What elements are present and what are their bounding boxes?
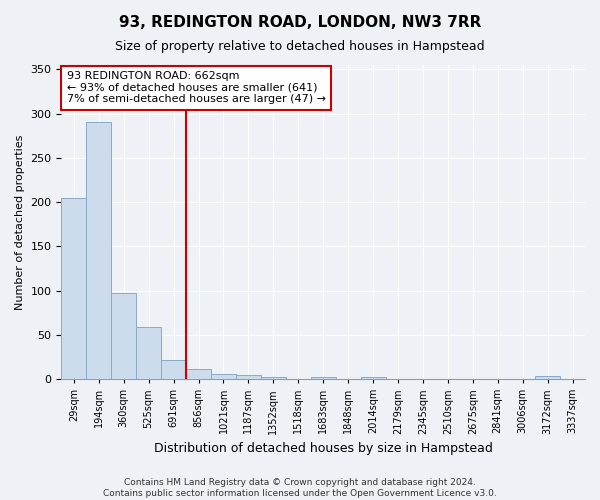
Text: Contains HM Land Registry data © Crown copyright and database right 2024.
Contai: Contains HM Land Registry data © Crown c… [103, 478, 497, 498]
Bar [161, 360, 186, 379]
Bar [211, 374, 236, 379]
Bar [136, 327, 161, 379]
Text: 93 REDINGTON ROAD: 662sqm
← 93% of detached houses are smaller (641)
7% of semi-: 93 REDINGTON ROAD: 662sqm ← 93% of detac… [67, 72, 326, 104]
Bar [261, 377, 286, 379]
Bar [61, 198, 86, 379]
Bar [86, 122, 111, 379]
Bar [311, 377, 335, 379]
Bar [186, 370, 211, 379]
Bar [361, 377, 386, 379]
Text: 93, REDINGTON ROAD, LONDON, NW3 7RR: 93, REDINGTON ROAD, LONDON, NW3 7RR [119, 15, 481, 30]
Bar [535, 376, 560, 379]
Bar [236, 376, 261, 379]
Y-axis label: Number of detached properties: Number of detached properties [15, 134, 25, 310]
Text: Size of property relative to detached houses in Hampstead: Size of property relative to detached ho… [115, 40, 485, 53]
Bar [111, 293, 136, 379]
X-axis label: Distribution of detached houses by size in Hampstead: Distribution of detached houses by size … [154, 442, 493, 455]
